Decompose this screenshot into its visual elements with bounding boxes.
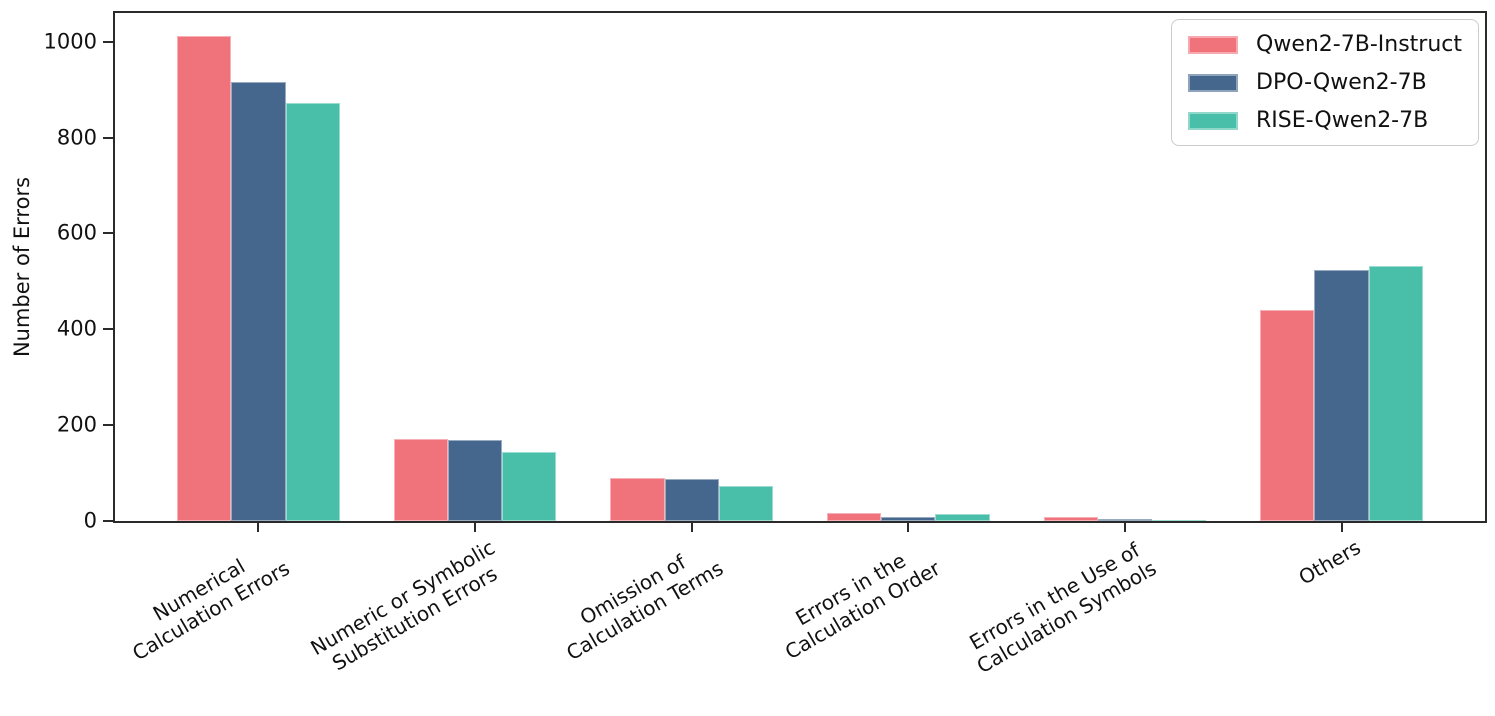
bar-qwen2-7b-instruct-group6 bbox=[1260, 309, 1315, 521]
bar-dpo-qwen2-7b-group4 bbox=[881, 517, 936, 521]
x-tick-label: Others bbox=[1294, 535, 1366, 590]
x-tick-label: Errors in the Use of Calculation Symbols bbox=[965, 537, 1161, 678]
x-tick bbox=[690, 523, 693, 532]
bar-rise-qwen2-7b-group3 bbox=[718, 486, 773, 521]
bar-qwen2-7b-instruct-group4 bbox=[827, 513, 882, 521]
legend-item: DPO-Qwen2-7B bbox=[1188, 70, 1462, 95]
bar-qwen2-7b-instruct-group2 bbox=[393, 439, 448, 521]
y-tick bbox=[103, 520, 113, 522]
y-tick bbox=[103, 328, 113, 331]
legend-label: Qwen2-7B-Instruct bbox=[1256, 32, 1462, 57]
bar-qwen2-7b-instruct-group5 bbox=[1043, 516, 1098, 521]
y-tick-label: 800 bbox=[56, 125, 97, 150]
x-tick-label: Omission of Calculation Terms bbox=[561, 549, 727, 665]
legend-item: RISE-Qwen2-7B bbox=[1188, 108, 1462, 133]
bar-dpo-qwen2-7b-group5 bbox=[1097, 519, 1152, 521]
y-tick bbox=[103, 232, 113, 235]
bar-dpo-qwen2-7b-group1 bbox=[231, 81, 286, 521]
bar-rise-qwen2-7b-group2 bbox=[502, 451, 557, 521]
x-tick-label: Numerical Calculation Errors bbox=[128, 553, 294, 665]
bar-rise-qwen2-7b-group1 bbox=[285, 103, 340, 521]
legend-item: Qwen2-7B-Instruct bbox=[1188, 32, 1462, 57]
bar-dpo-qwen2-7b-group3 bbox=[664, 479, 719, 521]
x-tick bbox=[474, 523, 477, 532]
y-tick-label: 600 bbox=[56, 220, 97, 245]
bar-rise-qwen2-7b-group4 bbox=[935, 513, 990, 521]
y-tick bbox=[103, 40, 113, 43]
x-tick bbox=[1340, 523, 1343, 532]
dpo-qwen2-7b-swatch bbox=[1188, 73, 1239, 92]
bar-dpo-qwen2-7b-group6 bbox=[1314, 270, 1369, 521]
x-tick-label: Errors in the Calculation Order bbox=[780, 548, 944, 664]
bar-qwen2-7b-instruct-group3 bbox=[610, 477, 665, 521]
x-tick bbox=[1123, 523, 1126, 532]
x-tick bbox=[907, 523, 910, 532]
y-tick-label: 200 bbox=[56, 412, 97, 437]
legend-label: DPO-Qwen2-7B bbox=[1256, 70, 1427, 95]
x-tick bbox=[257, 523, 260, 532]
y-tick-label: 1000 bbox=[43, 29, 97, 54]
bar-rise-qwen2-7b-group6 bbox=[1368, 266, 1423, 521]
y-tick bbox=[103, 424, 113, 427]
plot-area bbox=[113, 11, 1487, 523]
y-tick-label: 400 bbox=[56, 316, 97, 341]
legend: Qwen2-7B-Instruct DPO-Qwen2-7B RISE-Qwen2-… bbox=[1171, 19, 1479, 146]
qwen2-7b-instruct-swatch bbox=[1188, 35, 1239, 54]
legend-label: RISE-Qwen2-7B bbox=[1256, 108, 1429, 133]
bar-rise-qwen2-7b-group5 bbox=[1151, 520, 1207, 521]
bar-qwen2-7b-instruct-group1 bbox=[177, 35, 232, 521]
rise-qwen2-7b-swatch bbox=[1188, 111, 1239, 130]
y-tick-label: 0 bbox=[83, 508, 97, 533]
x-tick-label: Numeric or Symbolic Substitution Errors bbox=[306, 535, 501, 676]
y-tick bbox=[103, 136, 113, 139]
bar-dpo-qwen2-7b-group2 bbox=[448, 440, 503, 521]
